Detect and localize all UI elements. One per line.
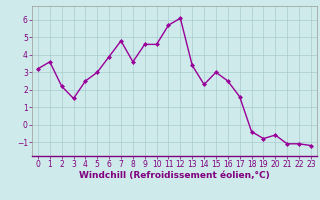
X-axis label: Windchill (Refroidissement éolien,°C): Windchill (Refroidissement éolien,°C) [79, 171, 270, 180]
